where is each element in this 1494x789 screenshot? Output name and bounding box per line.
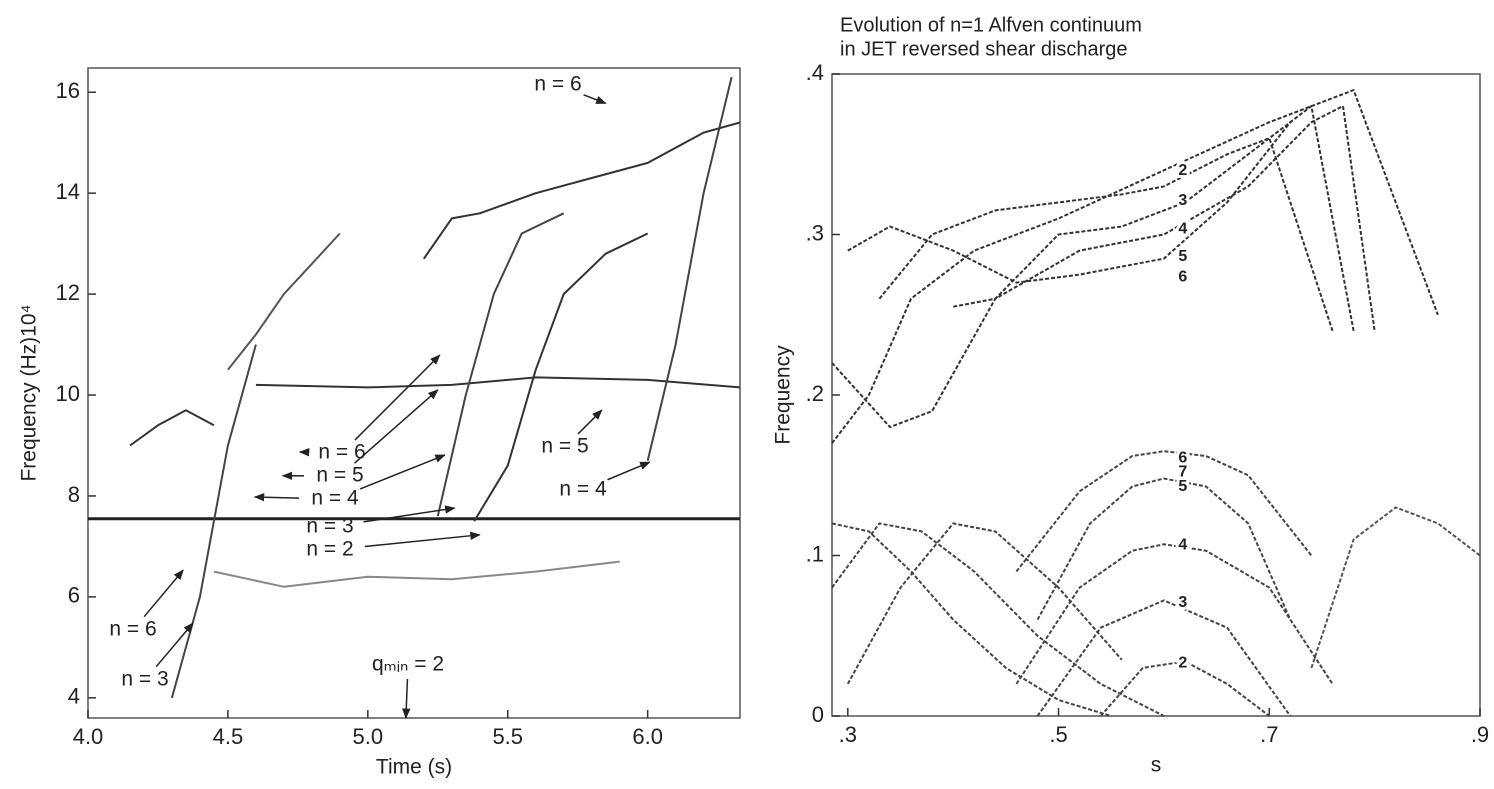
y-tick-label: .2	[806, 381, 824, 406]
plot-frame	[88, 68, 740, 718]
panel: 4.0 4.5 5.0 5.5 6.0 4 6 8 10 12 14 16 Time (s) Freque…	[18, 68, 740, 779]
y-tick-label: 16	[56, 78, 80, 103]
curve-label: 2	[1178, 162, 1187, 179]
annotation-arrow	[255, 497, 299, 498]
y-tick-label: .3	[806, 220, 824, 245]
trace	[832, 523, 1111, 716]
y-tick-label: 8	[68, 482, 80, 507]
annotation: n = 2	[306, 538, 353, 561]
trace	[1016, 544, 1332, 684]
y-tick-label: 12	[56, 280, 80, 305]
annotation-arrow	[406, 679, 408, 718]
y-axis-title: Frequency (Hz)10⁴	[18, 304, 41, 481]
annotation-arrow	[365, 535, 480, 547]
x-tick-label: .7	[1260, 722, 1278, 747]
annotation: n = 3	[306, 515, 353, 538]
trace	[953, 106, 1353, 331]
annotation-arrow	[584, 95, 606, 103]
annotation-arrow	[355, 390, 438, 463]
x-tick-label: 5.5	[492, 724, 523, 749]
annotation: qₘᵢₙ = 2	[372, 653, 444, 676]
annotation: n = 5	[541, 435, 588, 458]
trace	[1038, 600, 1291, 716]
x-tick-label: 4.0	[73, 724, 104, 749]
x-tick-label: .3	[839, 722, 857, 747]
y-tick-label: 6	[68, 583, 80, 608]
y-tick-label: 0	[812, 702, 824, 727]
curve-label: 6	[1178, 268, 1187, 285]
trace	[172, 345, 256, 698]
annotation: n = 4	[311, 487, 359, 510]
trace	[130, 410, 214, 445]
trace	[832, 523, 1164, 716]
trace	[1038, 479, 1291, 620]
x-tick-label: 4.5	[213, 724, 244, 749]
trace	[214, 562, 620, 587]
x-tick-label: 6.0	[632, 724, 663, 749]
annotation-arrow	[355, 355, 440, 440]
plot-frame	[832, 74, 1480, 716]
trace	[228, 234, 340, 370]
annotation-arrow	[360, 455, 445, 489]
panel: .3 .5 .7 .9 0 .1 .2 .3 .4 s Frequency Evolution of …	[772, 14, 1490, 776]
y-tick-label: .1	[806, 541, 824, 566]
curve-label: 4	[1178, 220, 1187, 237]
annotation: n = 6	[109, 618, 156, 641]
x-tick-label: .5	[1049, 722, 1067, 747]
trace	[832, 90, 1438, 443]
y-tick-label: 4	[68, 684, 80, 709]
trace	[848, 122, 1291, 282]
chart-title: Evolution of n=1 Alfven continuum	[840, 14, 1142, 36]
y-tick-label: .4	[806, 60, 824, 85]
y-tick-label: 10	[56, 381, 80, 406]
curve-label: 3	[1178, 192, 1187, 209]
curve-label: 3	[1178, 594, 1187, 611]
curve-label: 2	[1178, 654, 1187, 671]
trace	[879, 138, 1332, 331]
y-axis-title: Frequency	[772, 345, 795, 445]
annotation: n = 6	[534, 73, 581, 96]
trace	[848, 523, 1122, 684]
annotation-arrow	[608, 462, 650, 480]
trace	[1311, 507, 1480, 668]
x-axis-title: s	[1151, 754, 1162, 777]
curve-label: 5	[1178, 478, 1187, 495]
trace	[438, 213, 564, 516]
annotation: n = 4	[559, 478, 607, 501]
y-tick-label: 14	[56, 179, 80, 204]
curve-label: 4	[1178, 536, 1187, 553]
trace	[424, 123, 740, 259]
x-tick-label: 5.0	[353, 724, 384, 749]
annotation-arrow	[578, 410, 602, 434]
chart-title: in JET reversed shear discharge	[840, 38, 1128, 60]
x-axis-title: Time (s)	[376, 756, 452, 779]
annotation: n = 3	[121, 668, 168, 691]
trace	[832, 106, 1375, 427]
trace	[648, 77, 732, 461]
x-tick-label: .9	[1471, 722, 1489, 747]
annotation-arrow	[144, 570, 183, 617]
curve-label: 5	[1178, 248, 1187, 265]
annotation: n = 5	[316, 464, 363, 487]
trace	[1016, 451, 1311, 571]
